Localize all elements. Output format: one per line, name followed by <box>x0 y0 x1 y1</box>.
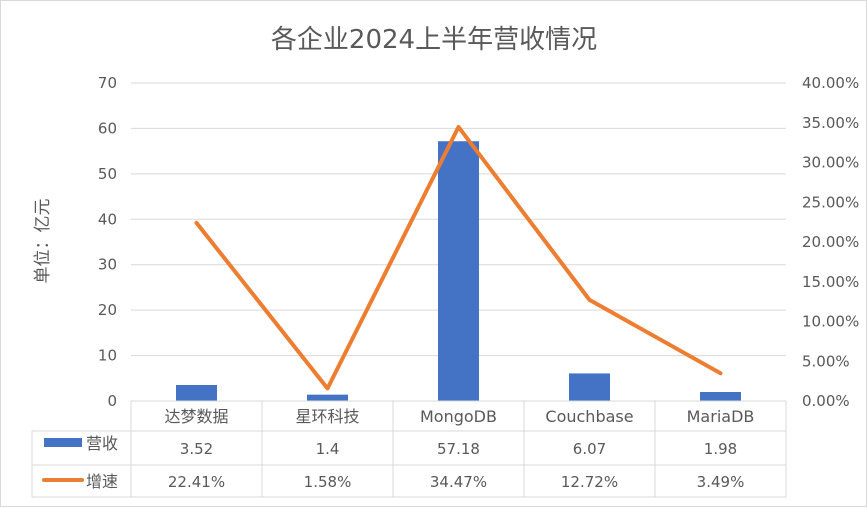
y-tick-label: 0 <box>107 392 117 410</box>
category-label: 星环科技 <box>295 407 359 426</box>
bar <box>438 141 479 401</box>
y-tick-label: 10 <box>98 347 117 365</box>
chart-title: 各企业2024上半年营收情况 <box>271 25 597 55</box>
y2-tick-label: 30.00% <box>802 154 859 172</box>
line-series <box>194 124 723 391</box>
y-axis-ticks: 0 10 20 30 40 50 60 70 <box>98 74 117 410</box>
y-tick-label: 30 <box>98 256 117 274</box>
y2-tick-label: 0.00% <box>802 392 850 410</box>
growth-cell: 3.49% <box>697 473 745 491</box>
growth-cell: 1.58% <box>304 473 352 491</box>
y2-tick-label: 35.00% <box>802 114 859 132</box>
y2-tick-label: 15.00% <box>802 273 859 291</box>
revenue-cell: 1.98 <box>704 440 737 458</box>
revenue-cell: 57.18 <box>437 440 480 458</box>
legend-swatch-revenue <box>44 438 82 447</box>
y2-tick-label: 5.00% <box>802 352 850 370</box>
legend-label-revenue: 营收 <box>86 434 118 453</box>
y2-tick-label: 20.00% <box>802 233 859 251</box>
growth-cell: 22.41% <box>168 473 225 491</box>
y-tick-label: 60 <box>98 119 117 137</box>
y2-tick-label: 10.00% <box>802 313 859 331</box>
bar <box>569 373 610 401</box>
y-tick-label: 40 <box>98 210 117 228</box>
y-axis-label: 单位：亿元 <box>33 199 53 284</box>
revenue-cell: 3.52 <box>180 440 213 458</box>
bar <box>307 394 348 401</box>
bar <box>700 392 741 401</box>
growth-cell: 12.72% <box>561 473 618 491</box>
category-label: MongoDB <box>420 407 497 426</box>
y-tick-label: 20 <box>98 301 117 319</box>
growth-line <box>194 124 723 391</box>
bar <box>176 385 217 401</box>
y-tick-label: 50 <box>98 165 117 183</box>
growth-cell: 34.47% <box>430 473 487 491</box>
y2-tick-label: 25.00% <box>802 193 859 211</box>
category-label: 达梦数据 <box>164 407 228 426</box>
y2-tick-label: 40.00% <box>802 74 859 92</box>
category-label: Couchbase <box>545 407 633 426</box>
legend-label-growth: 增速 <box>86 472 118 491</box>
y-tick-label: 70 <box>98 74 117 92</box>
y2-axis-ticks: 0.00% 5.00% 10.00% 15.00% 20.00% 25.00% 30.00%… <box>802 74 859 410</box>
category-label: MariaDB <box>687 407 755 426</box>
bar-series <box>176 141 741 401</box>
revenue-cell: 6.07 <box>573 440 606 458</box>
revenue-cell: 1.4 <box>316 440 340 458</box>
